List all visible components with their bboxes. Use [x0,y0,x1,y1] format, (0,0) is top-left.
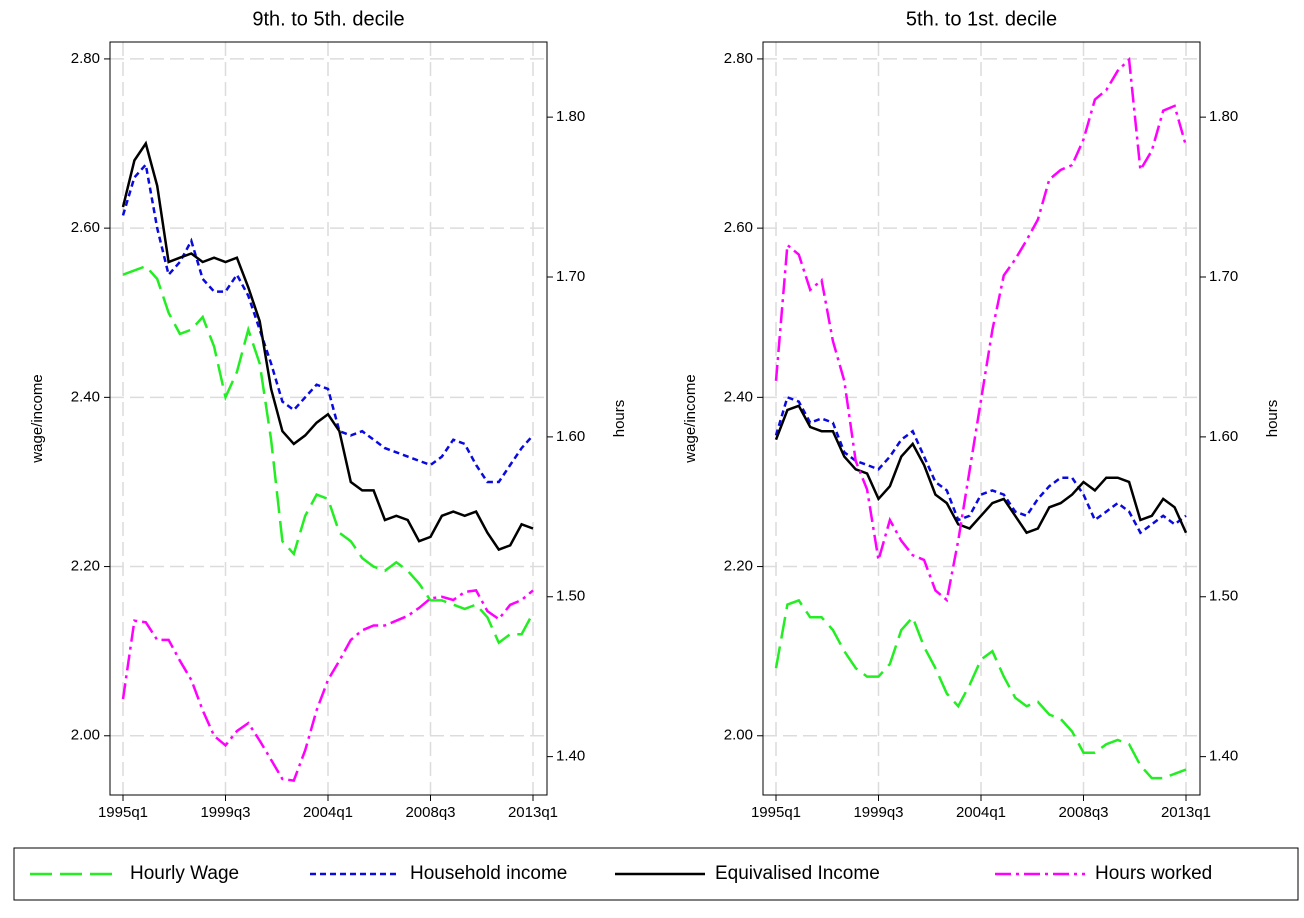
y-tick-label: 2.60 [71,219,100,236]
plot-frame [762,41,1201,796]
series-line [121,161,534,484]
x-tick-label: 1999q3 [853,804,903,821]
series-line [774,598,1187,780]
series-line [121,140,534,552]
y2-tick-label: 1.80 [556,108,585,125]
y-tick-label: 2.40 [724,388,753,405]
y2-tick-label: 1.80 [1209,108,1238,125]
chart-title: 9th. to 5th. decile [252,8,404,30]
y2-tick-label: 1.60 [1209,428,1238,445]
x-tick-label: 2013q1 [1161,804,1211,821]
plot-frame [109,41,548,796]
y-tick-label: 2.20 [71,558,100,575]
y2-tick-label: 1.70 [1209,268,1238,285]
x-tick-label: 1995q1 [751,804,801,821]
y2-tick-label: 1.50 [556,588,585,605]
series-line [774,395,1187,535]
y2-axis-label: hours [1264,400,1281,438]
x-tick-label: 2008q3 [405,804,455,821]
y-axis-label: wage/income [29,374,46,463]
y-tick-label: 2.80 [724,50,753,67]
y-tick-label: 2.00 [724,727,753,744]
x-tick-label: 2008q3 [1058,804,1108,821]
legend-label: Equivalised Income [715,863,880,884]
series-line [774,56,1188,603]
y2-tick-label: 1.50 [1209,588,1238,605]
x-tick-label: 1995q1 [98,804,148,821]
x-tick-label: 1999q3 [200,804,250,821]
y-tick-label: 2.80 [71,50,100,67]
y-axis-label: wage/income [682,374,699,463]
legend-label: Hours worked [1095,863,1212,884]
y2-tick-label: 1.70 [556,268,585,285]
y2-tick-label: 1.40 [556,748,585,765]
legend-label: Hourly Wage [130,863,239,884]
y2-axis-label: hours [611,400,628,438]
x-tick-label: 2004q1 [303,804,353,821]
series-line [774,404,1188,535]
y-tick-label: 2.00 [71,727,100,744]
x-tick-label: 2013q1 [508,804,558,821]
y2-tick-label: 1.60 [556,428,585,445]
chart-title: 5th. to 1st. decile [906,8,1057,30]
x-tick-label: 2004q1 [956,804,1006,821]
series-line [122,264,535,645]
y-tick-label: 2.20 [724,558,753,575]
y-tick-label: 2.40 [71,388,100,405]
y2-tick-label: 1.40 [1209,748,1238,765]
y-tick-label: 2.60 [724,219,753,236]
legend-label: Household income [410,863,567,884]
